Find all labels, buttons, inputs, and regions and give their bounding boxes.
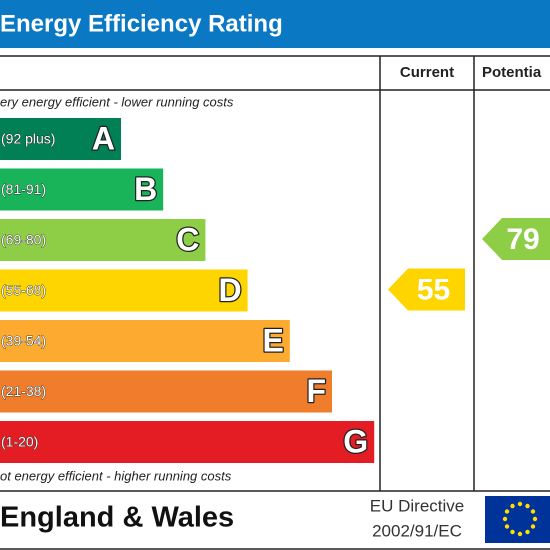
band-range: (39-54) [1,333,46,349]
band-bar [0,320,290,362]
directive-line: EU Directive [370,496,464,515]
star [510,529,515,535]
rating-value: 79 [506,223,539,256]
star [502,516,508,522]
band-letter: G [343,423,368,459]
region: England & Wales [0,502,234,534]
rating-arrow [388,268,465,311]
band-range: (69-80) [1,232,46,248]
band-range: (81-91) [1,181,46,197]
star [530,524,536,529]
top-note: ery energy efficient - lower running cos… [0,94,234,109]
rating-arrow [482,218,550,260]
bottom-note: ot energy efficient - higher running cos… [0,468,232,483]
star [525,503,530,509]
star [504,524,510,529]
star [510,503,515,509]
band-bar [0,219,206,261]
star [532,516,538,522]
eu-stars [502,501,538,537]
band-bar [0,118,121,160]
band-bar [0,421,375,463]
band-bar [0,370,332,413]
band-range: (1-20) [1,434,38,450]
current-header: Current [400,64,454,81]
star [504,509,510,514]
band-range: (55-68) [1,282,46,298]
band-letter: E [262,322,283,358]
directive-line: 2002/91/EC [372,521,462,540]
band-letter: A [92,120,115,156]
band-bar [0,168,164,211]
title: Energy Efficiency Rating [0,10,283,37]
band-bar [0,269,248,312]
eu-flag [485,496,550,543]
band-letter: D [218,272,241,308]
star [525,529,530,535]
star [530,509,536,514]
band-letter: B [134,171,157,207]
star [517,531,523,537]
title-bar [0,0,550,48]
potential-header: Potentia [482,64,542,81]
frame [0,55,550,550]
band-range: (21-38) [1,383,46,399]
band-letter: F [306,373,326,409]
star [517,501,523,507]
band-letter: C [176,221,199,257]
band-range: (92 plus) [1,131,55,147]
rating-value: 55 [417,273,450,306]
